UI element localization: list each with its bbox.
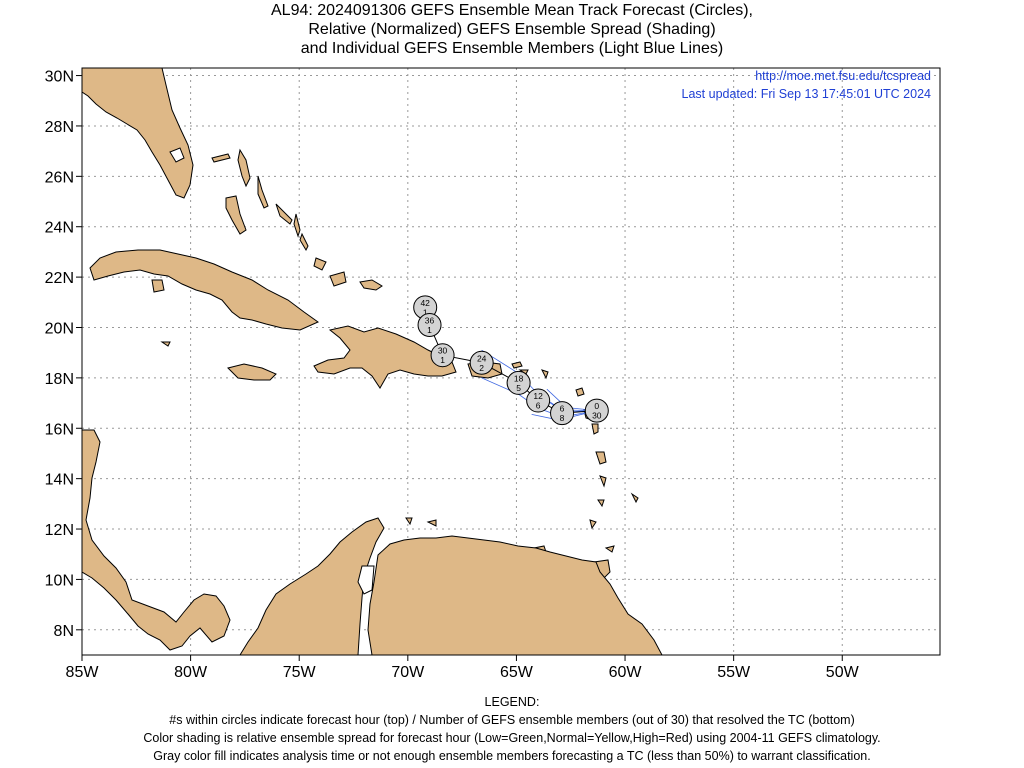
legend-heading: LEGEND: [484, 695, 540, 709]
cayman [160, 341, 171, 347]
grenada [589, 519, 597, 530]
anguilla [541, 369, 549, 380]
track-circle [550, 401, 575, 426]
title-line-2: Relative (Normalized) GEFS Ensemble Spre… [308, 21, 716, 38]
st-lucia [599, 475, 607, 488]
legend-line-3: Gray color fill indicates analysis time … [153, 749, 871, 763]
lon-tick-label: 70W [391, 664, 425, 681]
central-america [82, 429, 231, 651]
bahamas-grand-bahama [211, 153, 231, 163]
track-circle [417, 312, 442, 337]
lake-okeechobee [169, 147, 185, 163]
lon-tick-label: 55W [717, 664, 751, 681]
dominica [591, 423, 599, 435]
lat-tick-label: 12N [45, 522, 74, 539]
lon-tick-label: 65W [500, 664, 534, 681]
member-count: 1 [440, 355, 445, 365]
lat-tick-label: 28N [45, 119, 74, 136]
track-point-30h: 301 [430, 343, 455, 368]
track-point-24h: 242 [469, 350, 494, 375]
title-line-1: AL94: 2024091306 GEFS Ensemble Mean Trac… [271, 2, 753, 19]
lat-tick-label: 30N [45, 69, 74, 86]
track-point-6h: 68 [550, 401, 575, 426]
bahamas-eleuthera [257, 175, 269, 209]
bonaire [426, 519, 437, 527]
plot-frame [81, 67, 941, 656]
lon-tick-label: 85W [66, 664, 100, 681]
bahamas-inagua [329, 271, 347, 287]
lat-tick-label: 26N [45, 169, 74, 186]
lat-tick-label: 24N [45, 220, 74, 237]
track-point-0h: 030 [584, 398, 609, 423]
land-areas [82, 68, 663, 655]
jamaica [227, 363, 277, 381]
last-updated: Last updated: Fri Sep 13 17:45:01 UTC 20… [681, 87, 931, 101]
track-circle [584, 398, 609, 423]
forecast-hour: 36 [425, 315, 435, 325]
bahamas-andros [225, 195, 247, 235]
legend-line-1: #s within circles indicate forecast hour… [169, 713, 855, 727]
axis-ticks: 85W 80W 75W 70W 65W 60W 55W 50W30N28N26N24N22N2… [45, 69, 860, 681]
lat-tick-label: 20N [45, 320, 74, 337]
member-count: 5 [516, 383, 521, 393]
track-point-12h: 126 [526, 388, 551, 413]
track-point-36h: 361 [417, 312, 442, 337]
antigua [575, 387, 585, 397]
legend-line-2: Color shading is relative ensemble sprea… [143, 731, 881, 745]
isla-juventud [151, 279, 165, 293]
lat-tick-label: 14N [45, 472, 74, 489]
bahamas-acklins [313, 257, 327, 271]
lat-tick-label: 8N [54, 623, 74, 640]
cuba [89, 249, 320, 331]
lon-tick-label: 50W [826, 664, 860, 681]
member-count: 30 [592, 411, 602, 421]
martinique [595, 451, 607, 465]
member-count: 1 [423, 307, 428, 317]
lat-tick-label: 10N [45, 572, 74, 589]
title-line-3: and Individual GEFS Ensemble Members (Li… [300, 40, 724, 57]
lake-maracaibo [357, 565, 375, 595]
track-circle [506, 370, 531, 395]
st-vincent [597, 499, 605, 508]
member-count: 2 [479, 363, 484, 373]
member-count: 6 [536, 401, 541, 411]
forecast-hour: 18 [514, 373, 524, 383]
bahamas-cat [293, 213, 301, 238]
forecast-hour: 0 [594, 401, 599, 411]
bahamas-exuma [275, 203, 293, 225]
forecast-hour: 42 [420, 298, 430, 308]
forecast-hour: 6 [560, 404, 565, 414]
forecast-hour: 24 [477, 353, 487, 363]
forecast-hour: 30 [438, 346, 448, 356]
lon-tick-label: 80W [174, 664, 208, 681]
map-title: AL94: 2024091306 GEFS Ensemble Mean Trac… [0, 1, 1024, 58]
member-count: 1 [427, 325, 432, 335]
lon-tick-label: 60W [609, 664, 643, 681]
virgin-islands [511, 361, 523, 369]
lat-tick-label: 18N [45, 371, 74, 388]
track-circle [526, 388, 551, 413]
bahamas-long [299, 232, 309, 252]
source-url[interactable]: http://moe.met.fsu.edu/tcspread [755, 69, 931, 83]
florida [82, 68, 194, 199]
member-count: 8 [560, 413, 565, 423]
tobago [604, 545, 615, 553]
bahamas-abaco [237, 148, 251, 188]
lat-tick-label: 22N [45, 270, 74, 287]
lat-tick-label: 16N [45, 421, 74, 438]
aruba-curacao [405, 517, 413, 526]
track-circle [469, 350, 494, 375]
graticule [82, 68, 940, 655]
forecast-hour: 12 [533, 391, 543, 401]
track-point-18h: 185 [506, 370, 531, 395]
track-circle [430, 343, 455, 368]
turks-caicos [359, 279, 383, 291]
lon-tick-label: 75W [283, 664, 317, 681]
legend: LEGEND: #s within circles indicate forec… [0, 693, 1024, 765]
barbados [630, 492, 639, 504]
